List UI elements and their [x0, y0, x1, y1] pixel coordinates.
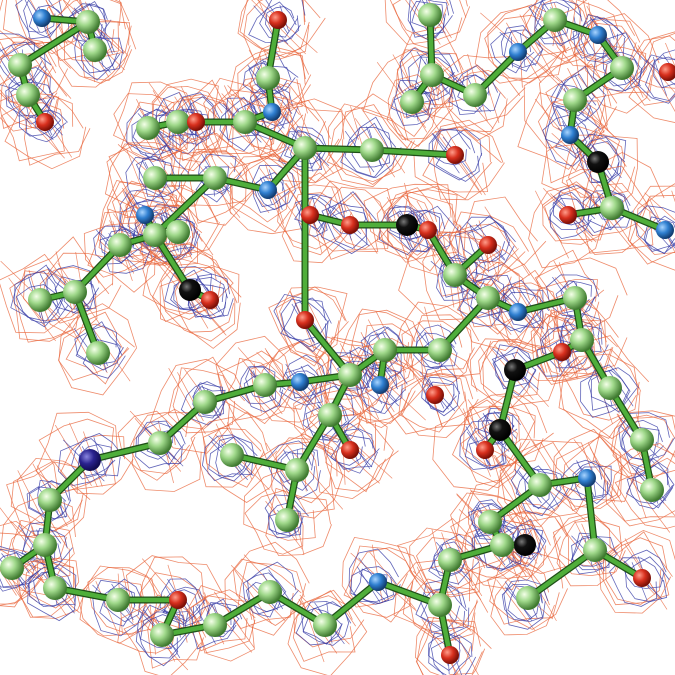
atom: [79, 449, 101, 471]
atom: [187, 113, 205, 131]
atom: [373, 338, 397, 362]
atom: [656, 221, 674, 239]
atom: [0, 556, 24, 580]
atom: [561, 126, 579, 144]
atom: [640, 478, 664, 502]
atom: [509, 43, 527, 61]
atom: [83, 38, 107, 62]
atom: [598, 376, 622, 400]
atom: [301, 206, 319, 224]
atom: [341, 441, 359, 459]
atom: [443, 263, 467, 287]
atom: [418, 3, 442, 27]
atom: [563, 88, 587, 112]
atom: [478, 510, 502, 534]
atom: [8, 53, 32, 77]
atom: [203, 166, 227, 190]
atom: [578, 469, 596, 487]
atom: [259, 181, 277, 199]
atom: [509, 303, 527, 321]
atom: [201, 291, 219, 309]
atom: [38, 488, 62, 512]
atom: [258, 580, 282, 604]
atom: [313, 613, 337, 637]
atom: [293, 136, 317, 160]
atom: [489, 419, 511, 441]
atom: [233, 110, 257, 134]
atom: [318, 403, 342, 427]
atom: [426, 386, 444, 404]
atom: [296, 311, 314, 329]
atom: [476, 286, 500, 310]
atom: [553, 343, 571, 361]
atom: [275, 508, 299, 532]
atom: [143, 223, 167, 247]
atom: [504, 359, 526, 381]
atom: [570, 328, 594, 352]
atom: [371, 376, 389, 394]
page: {} (() => { const data = JSON.parse(docu…: [0, 0, 675, 675]
atom: [543, 8, 567, 32]
atom: [179, 279, 201, 301]
atom: [285, 458, 309, 482]
atom: [269, 11, 287, 29]
atom: [43, 576, 67, 600]
atom: [441, 646, 459, 664]
atom: [193, 390, 217, 414]
atom: [28, 288, 52, 312]
atom: [463, 83, 487, 107]
atom: [559, 206, 577, 224]
atom: [33, 9, 51, 27]
atom: [630, 428, 654, 452]
atom: [36, 113, 54, 131]
atom: [396, 214, 418, 236]
atom: [419, 221, 437, 239]
atom: [400, 90, 424, 114]
atom: [583, 538, 607, 562]
atom: [143, 166, 167, 190]
atom: [148, 431, 172, 455]
atom: [263, 103, 281, 121]
atom: [563, 286, 587, 310]
atom: [108, 233, 132, 257]
atom: [76, 10, 100, 34]
atom: [600, 196, 624, 220]
atom: [428, 338, 452, 362]
atom: [479, 236, 497, 254]
atom: [166, 220, 190, 244]
atom: [369, 573, 387, 591]
atom: [633, 569, 651, 587]
atom: [253, 373, 277, 397]
atom: [63, 280, 87, 304]
atom: [476, 441, 494, 459]
atom: [428, 593, 452, 617]
atom: [136, 116, 160, 140]
atom: [360, 138, 384, 162]
atom: [589, 26, 607, 44]
atom: [490, 533, 514, 557]
atom: [220, 443, 244, 467]
atom: [514, 534, 536, 556]
atom: [106, 588, 130, 612]
atom: [166, 110, 190, 134]
atom: [528, 473, 552, 497]
atom: [420, 63, 444, 87]
atom: [86, 341, 110, 365]
density-map: [0, 0, 675, 675]
atom: [169, 591, 187, 609]
atom: [438, 548, 462, 572]
atom: [150, 623, 174, 647]
atom: [136, 206, 154, 224]
atom: [33, 533, 57, 557]
atom: [338, 363, 362, 387]
atom: [587, 151, 609, 173]
atom: [446, 146, 464, 164]
atom: [203, 613, 227, 637]
atom: [291, 373, 309, 391]
atom: [341, 216, 359, 234]
atom: [516, 586, 540, 610]
atom: [256, 66, 280, 90]
atom: [610, 56, 634, 80]
atom: [16, 83, 40, 107]
